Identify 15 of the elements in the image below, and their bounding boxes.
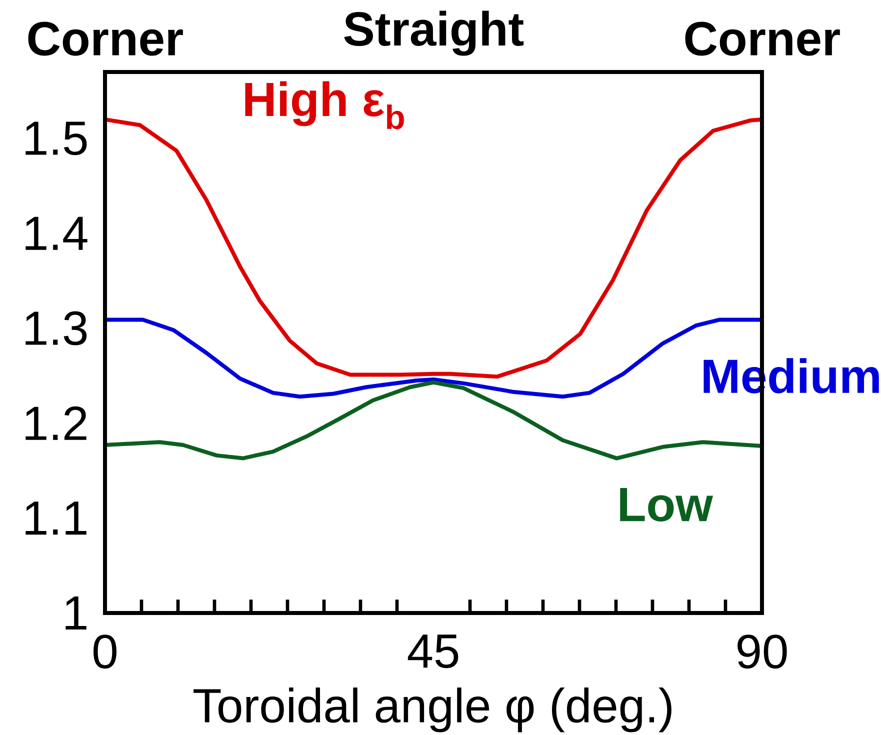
x-tick-label: 45	[408, 634, 458, 668]
x-tick-label: 0	[94, 634, 116, 669]
text: Corner	[28, 22, 183, 56]
text: Straight	[344, 10, 524, 56]
y-tick-label: 1	[66, 596, 86, 630]
text: Corner	[685, 22, 840, 56]
y-tick-label: 1.1	[26, 502, 86, 535]
y-tick-label: 1.4	[26, 216, 88, 250]
series-label: Low	[620, 488, 713, 522]
y-tick-label: 1.2	[26, 406, 86, 440]
y-tick-label: 1.3	[26, 311, 87, 346]
series-label: High ε$_{b}$	[245, 81, 404, 130]
y-tick-label: 1.5	[26, 122, 87, 156]
x-tick-label: 90	[738, 634, 787, 669]
x-axis-title: Toroidal angle φ (deg.)	[194, 688, 672, 732]
